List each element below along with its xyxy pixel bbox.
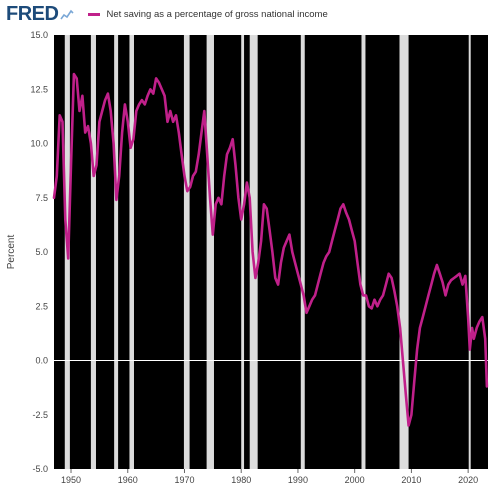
y-tick-label: -2.5: [32, 410, 48, 420]
recession-band: [361, 35, 366, 469]
x-tick-label: 1970: [174, 475, 194, 485]
y-tick-label: 15.0: [30, 30, 48, 40]
y-tick-label: 7.5: [35, 193, 48, 203]
chart-header: FRED Net saving as a percentage of gross…: [6, 2, 328, 26]
recession-band: [206, 35, 214, 469]
legend: Net saving as a percentage of gross nati…: [88, 8, 328, 20]
recession-band: [399, 35, 409, 469]
y-tick-label: 0.0: [35, 356, 48, 366]
recession-band: [129, 35, 134, 469]
recession-band: [183, 35, 190, 469]
line-chart-icon: [60, 9, 75, 20]
legend-swatch: [88, 12, 101, 16]
y-tick-label: 12.5: [30, 84, 48, 94]
x-tick-label: 1960: [118, 475, 138, 485]
y-axis-title: Percent: [6, 235, 17, 270]
recession-band: [468, 35, 471, 469]
y-tick-label: 5.0: [35, 247, 48, 257]
recession-band: [114, 35, 119, 469]
x-tick-label: 2000: [345, 475, 365, 485]
y-tick-label: -5.0: [32, 464, 48, 474]
series-line: [52, 72, 489, 427]
legend-label: Net saving as a percentage of gross nati…: [106, 8, 328, 20]
recession-band: [300, 35, 305, 469]
x-tick-label: 2020: [458, 475, 478, 485]
recession-band: [241, 35, 245, 469]
x-tick-label: 1980: [231, 475, 251, 485]
fred-logo: FRED: [6, 2, 59, 25]
x-tick-label: 2010: [401, 475, 421, 485]
y-tick-label: 2.5: [35, 301, 48, 311]
plot-area: [54, 35, 488, 469]
y-tick-label: 10.0: [30, 139, 48, 149]
x-tick-label: 1990: [288, 475, 308, 485]
recession-band: [90, 35, 96, 469]
x-tick-label: 1950: [61, 475, 81, 485]
